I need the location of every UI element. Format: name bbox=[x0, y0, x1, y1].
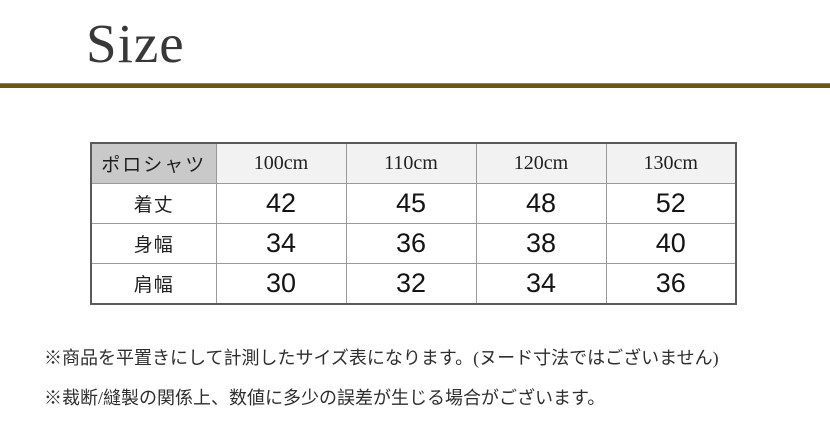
row-label-length: 着丈 bbox=[90, 183, 217, 224]
cell-length-110: 45 bbox=[345, 183, 477, 224]
row-label-body-width: 身幅 bbox=[90, 223, 217, 264]
table-header-size-110: 110cm bbox=[345, 142, 477, 184]
measurement-notes: ※商品を平置きにして計測したサイズ表になります。(ヌード寸法ではございません) … bbox=[44, 338, 804, 418]
cell-shoulder-width-110: 32 bbox=[345, 263, 477, 305]
cell-shoulder-width-100: 30 bbox=[215, 263, 347, 305]
cell-shoulder-width-120: 34 bbox=[475, 263, 607, 305]
table-header-row: ポロシャツ 100cm 110cm 120cm 130cm bbox=[90, 142, 737, 184]
cell-length-120: 48 bbox=[475, 183, 607, 224]
cell-body-width-120: 38 bbox=[475, 223, 607, 264]
cell-body-width-130: 40 bbox=[605, 223, 737, 264]
table-header-product: ポロシャツ bbox=[90, 142, 217, 184]
cell-body-width-110: 36 bbox=[345, 223, 477, 264]
cell-length-100: 42 bbox=[215, 183, 347, 224]
table-header-size-120: 120cm bbox=[475, 142, 607, 184]
note-tolerance: ※裁断/縫製の関係上、数値に多少の誤差が生じる場合がございます。 bbox=[44, 388, 606, 408]
table-row-body-width: 身幅 34 36 38 40 bbox=[90, 223, 737, 264]
size-table: ポロシャツ 100cm 110cm 120cm 130cm 着丈 42 45 4… bbox=[90, 142, 737, 305]
gold-divider-rule bbox=[0, 83, 830, 88]
table-row-length: 着丈 42 45 48 52 bbox=[90, 183, 737, 224]
note-flat-measurement: ※商品を平置きにして計測したサイズ表になります。(ヌード寸法ではございません) bbox=[44, 348, 719, 368]
table-header-size-130: 130cm bbox=[605, 142, 737, 184]
row-label-shoulder-width: 肩幅 bbox=[90, 263, 217, 305]
cell-shoulder-width-130: 36 bbox=[605, 263, 737, 305]
cell-body-width-100: 34 bbox=[215, 223, 347, 264]
table-header-size-100: 100cm bbox=[215, 142, 347, 184]
table-row-shoulder-width: 肩幅 30 32 34 36 bbox=[90, 263, 737, 305]
page-title: Size bbox=[86, 13, 185, 74]
cell-length-130: 52 bbox=[605, 183, 737, 224]
